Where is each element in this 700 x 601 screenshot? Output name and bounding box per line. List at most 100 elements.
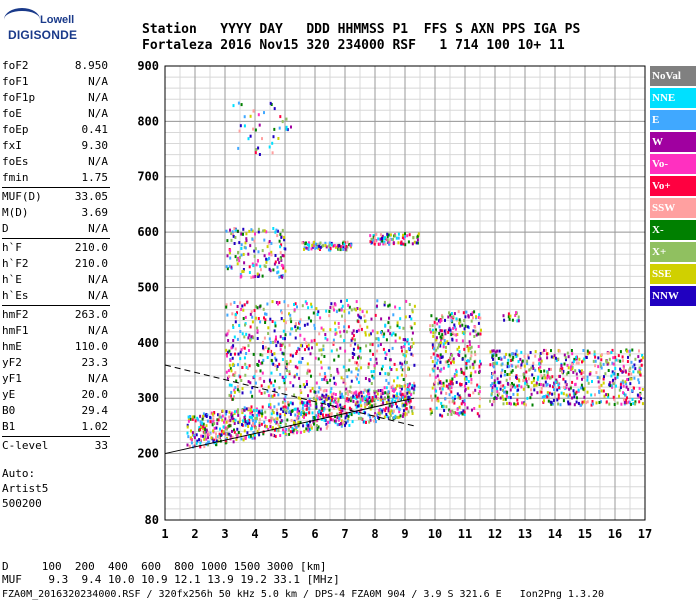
echo-point bbox=[552, 398, 555, 402]
echo-point bbox=[247, 252, 250, 256]
param-label: yF1 bbox=[2, 372, 22, 385]
echo-point bbox=[243, 261, 246, 265]
echo-point bbox=[600, 366, 603, 370]
echo-point bbox=[271, 395, 274, 398]
echo-point bbox=[307, 343, 310, 347]
echo-point bbox=[435, 328, 437, 332]
echo-point bbox=[229, 434, 232, 438]
echo-point bbox=[592, 359, 595, 363]
echo-point bbox=[316, 424, 318, 427]
echo-point bbox=[363, 388, 366, 392]
echo-point bbox=[261, 405, 264, 409]
echo-point bbox=[378, 408, 381, 412]
echo-point bbox=[282, 410, 285, 413]
echo-point bbox=[230, 232, 233, 236]
echo-point bbox=[334, 303, 337, 307]
echo-point bbox=[382, 335, 385, 339]
echo-point bbox=[273, 405, 276, 409]
echo-point bbox=[404, 411, 407, 415]
echo-point bbox=[381, 392, 384, 395]
echo-point bbox=[463, 377, 466, 381]
echo-point bbox=[243, 429, 246, 433]
echo-point bbox=[278, 275, 281, 279]
echo-point bbox=[337, 397, 340, 401]
echo-point bbox=[436, 396, 439, 400]
echo-point bbox=[254, 232, 256, 236]
echo-point bbox=[397, 396, 400, 400]
echo-point bbox=[334, 321, 336, 325]
echo-point bbox=[340, 299, 343, 303]
echo-point bbox=[392, 241, 395, 245]
echo-point bbox=[622, 364, 625, 368]
echo-point bbox=[299, 421, 302, 425]
echo-point bbox=[557, 396, 560, 400]
echo-point bbox=[268, 145, 271, 149]
echo-point bbox=[541, 395, 544, 399]
echo-point bbox=[333, 244, 336, 247]
echo-point bbox=[285, 409, 288, 413]
echo-point bbox=[512, 355, 515, 359]
echo-point bbox=[453, 411, 456, 415]
echo-point bbox=[554, 356, 557, 360]
echo-point bbox=[233, 428, 235, 432]
echo-point bbox=[259, 264, 262, 268]
echo-point bbox=[247, 425, 250, 428]
x-tick-label: 5 bbox=[281, 527, 288, 541]
echo-point bbox=[506, 390, 509, 394]
echo-point bbox=[333, 381, 336, 385]
echo-point bbox=[473, 335, 476, 338]
echo-point bbox=[360, 366, 363, 370]
echo-point bbox=[368, 405, 371, 409]
echo-point bbox=[625, 398, 628, 402]
echo-point bbox=[306, 404, 309, 408]
echo-point bbox=[402, 395, 404, 399]
echo-point bbox=[457, 413, 460, 417]
echo-point bbox=[327, 413, 330, 417]
echo-point bbox=[574, 369, 577, 373]
echo-point bbox=[189, 417, 192, 421]
echo-point bbox=[376, 304, 378, 308]
echo-point bbox=[290, 320, 293, 324]
echo-point bbox=[376, 349, 379, 353]
echo-point bbox=[502, 384, 505, 388]
echo-point bbox=[443, 329, 446, 333]
echo-point bbox=[257, 113, 260, 117]
param-label: h`F2 bbox=[2, 257, 29, 270]
echo-point bbox=[288, 370, 291, 374]
echo-point bbox=[386, 392, 389, 396]
echo-point bbox=[364, 377, 367, 380]
echo-point bbox=[284, 247, 287, 251]
echo-point bbox=[233, 396, 236, 400]
echo-point bbox=[369, 240, 372, 244]
echo-point bbox=[546, 374, 549, 378]
echo-point bbox=[240, 232, 243, 236]
echo-point bbox=[373, 236, 376, 240]
echo-point bbox=[391, 346, 394, 350]
echo-point bbox=[525, 377, 527, 381]
x-tick-label: 3 bbox=[221, 527, 228, 541]
echo-point bbox=[631, 348, 634, 352]
echo-point bbox=[534, 354, 537, 358]
echo-point bbox=[340, 408, 343, 412]
echo-point bbox=[520, 363, 523, 367]
echo-point bbox=[252, 109, 255, 113]
echo-point bbox=[354, 342, 357, 346]
param-value: 1.75 bbox=[81, 171, 109, 184]
echo-point bbox=[240, 437, 243, 441]
echo-point bbox=[571, 380, 574, 384]
echo-point bbox=[431, 398, 433, 402]
echo-point bbox=[474, 325, 477, 329]
echo-point bbox=[337, 418, 340, 422]
echo-point bbox=[403, 384, 406, 388]
echo-point bbox=[508, 401, 511, 405]
echo-point bbox=[398, 392, 401, 396]
echo-point bbox=[638, 370, 641, 374]
echo-point bbox=[504, 397, 507, 401]
param-label: foF1 bbox=[2, 75, 29, 88]
echo-point bbox=[468, 340, 471, 344]
echo-point bbox=[279, 413, 282, 417]
echo-point bbox=[307, 402, 310, 406]
echo-point bbox=[391, 398, 394, 402]
echo-point bbox=[454, 327, 457, 331]
echo-point bbox=[347, 399, 350, 403]
